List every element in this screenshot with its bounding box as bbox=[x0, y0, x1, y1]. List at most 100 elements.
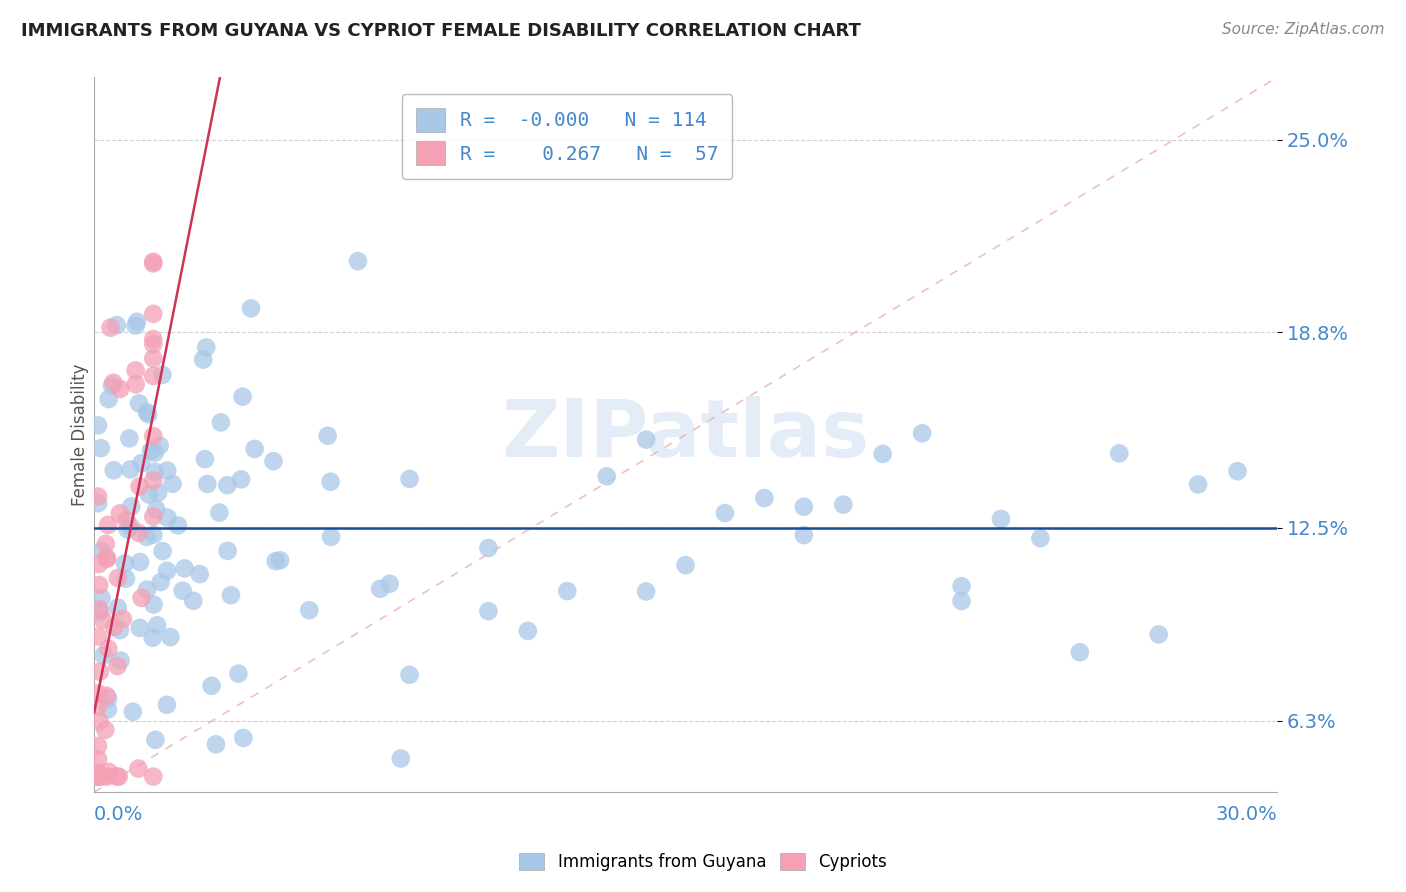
Legend: Immigrants from Guyana, Cypriots: Immigrants from Guyana, Cypriots bbox=[510, 845, 896, 880]
Point bbox=[477, 541, 499, 555]
Point bbox=[398, 472, 420, 486]
Point bbox=[217, 478, 239, 492]
Point bbox=[142, 598, 165, 612]
Point bbox=[142, 307, 165, 321]
Point bbox=[139, 443, 162, 458]
Point bbox=[219, 588, 242, 602]
Point bbox=[152, 544, 174, 558]
Point bbox=[89, 714, 111, 729]
Point bbox=[97, 702, 120, 716]
Point bbox=[87, 686, 110, 700]
Point bbox=[136, 407, 159, 421]
Point bbox=[100, 320, 122, 334]
Point bbox=[87, 770, 110, 784]
Point bbox=[124, 363, 146, 377]
Point bbox=[124, 318, 146, 333]
Point bbox=[93, 648, 115, 663]
Point bbox=[96, 550, 118, 565]
Point bbox=[89, 602, 111, 616]
Point bbox=[143, 465, 166, 479]
Point bbox=[101, 378, 124, 392]
Point bbox=[142, 527, 165, 541]
Point bbox=[142, 254, 165, 268]
Point bbox=[115, 572, 138, 586]
Point bbox=[128, 479, 150, 493]
Point bbox=[127, 525, 149, 540]
Point bbox=[142, 770, 165, 784]
Text: 30.0%: 30.0% bbox=[1215, 805, 1277, 824]
Point bbox=[107, 659, 129, 673]
Point bbox=[159, 630, 181, 644]
Point bbox=[117, 523, 139, 537]
Point bbox=[120, 519, 142, 533]
Point bbox=[636, 584, 658, 599]
Point bbox=[173, 561, 195, 575]
Point bbox=[142, 351, 165, 366]
Point bbox=[91, 613, 114, 627]
Point bbox=[97, 691, 120, 706]
Point bbox=[243, 442, 266, 456]
Point bbox=[87, 765, 110, 780]
Point bbox=[96, 552, 118, 566]
Point bbox=[97, 517, 120, 532]
Point bbox=[754, 491, 776, 505]
Text: 0.0%: 0.0% bbox=[94, 805, 143, 824]
Point bbox=[87, 770, 110, 784]
Point bbox=[131, 456, 153, 470]
Point bbox=[125, 315, 148, 329]
Point bbox=[87, 739, 110, 753]
Point bbox=[200, 679, 222, 693]
Point bbox=[142, 474, 165, 488]
Point bbox=[368, 582, 391, 596]
Point bbox=[389, 751, 412, 765]
Point bbox=[143, 446, 166, 460]
Point bbox=[125, 377, 148, 392]
Point bbox=[108, 382, 131, 396]
Point bbox=[240, 301, 263, 316]
Point bbox=[950, 579, 973, 593]
Point bbox=[145, 732, 167, 747]
Point bbox=[94, 723, 117, 737]
Point bbox=[90, 591, 112, 605]
Point bbox=[188, 567, 211, 582]
Point bbox=[1029, 531, 1052, 545]
Point bbox=[96, 689, 118, 703]
Point bbox=[263, 454, 285, 468]
Point bbox=[91, 543, 114, 558]
Point bbox=[149, 575, 172, 590]
Point bbox=[97, 641, 120, 656]
Point bbox=[209, 416, 232, 430]
Text: IMMIGRANTS FROM GUYANA VS CYPRIOT FEMALE DISABILITY CORRELATION CHART: IMMIGRANTS FROM GUYANA VS CYPRIOT FEMALE… bbox=[21, 22, 860, 40]
Point bbox=[793, 528, 815, 542]
Point bbox=[87, 770, 110, 784]
Point bbox=[89, 578, 111, 592]
Point bbox=[232, 390, 254, 404]
Point bbox=[319, 475, 342, 489]
Point bbox=[87, 770, 110, 784]
Point bbox=[145, 502, 167, 516]
Point bbox=[120, 462, 142, 476]
Point bbox=[128, 396, 150, 410]
Point bbox=[142, 509, 165, 524]
Point bbox=[146, 618, 169, 632]
Point bbox=[146, 485, 169, 500]
Point bbox=[516, 624, 538, 638]
Point bbox=[136, 582, 159, 597]
Point bbox=[97, 764, 120, 779]
Point bbox=[1069, 645, 1091, 659]
Point bbox=[191, 352, 214, 367]
Point bbox=[596, 469, 619, 483]
Point bbox=[156, 564, 179, 578]
Point bbox=[96, 770, 118, 784]
Point bbox=[142, 368, 165, 383]
Point bbox=[121, 705, 143, 719]
Point bbox=[1147, 627, 1170, 641]
Point bbox=[142, 429, 165, 443]
Point bbox=[832, 498, 855, 512]
Point bbox=[172, 583, 194, 598]
Point bbox=[636, 433, 658, 447]
Point bbox=[167, 518, 190, 533]
Point bbox=[103, 463, 125, 477]
Point bbox=[108, 623, 131, 637]
Point bbox=[950, 594, 973, 608]
